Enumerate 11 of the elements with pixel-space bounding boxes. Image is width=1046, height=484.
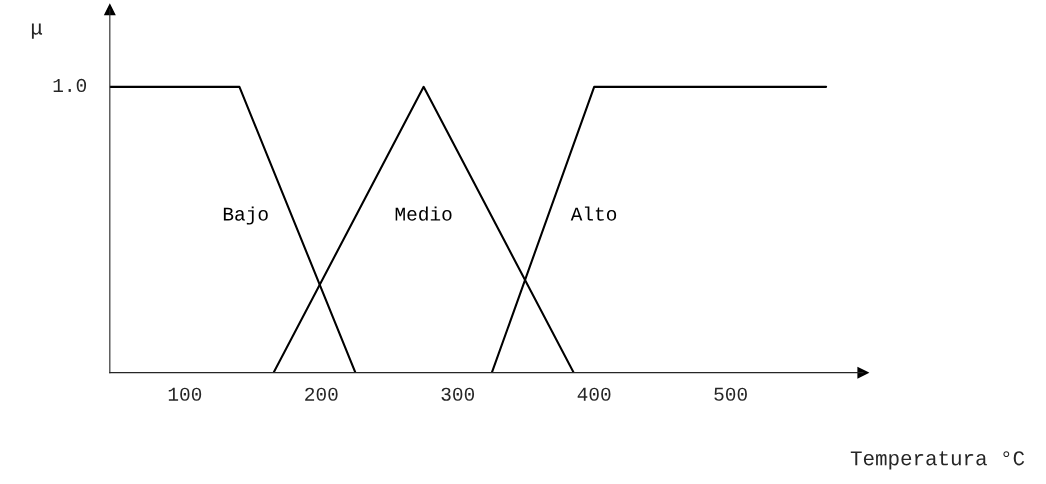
x-tick-label: 300 bbox=[441, 387, 475, 401]
x-tick-label: 200 bbox=[305, 387, 338, 401]
x-tick-label: 500 bbox=[714, 387, 747, 401]
series-label: Bajo bbox=[223, 206, 268, 225]
x-tick-label: 400 bbox=[577, 387, 611, 401]
x-axis-title: Temperatura °C bbox=[850, 451, 1025, 470]
series-label: Alto bbox=[570, 206, 617, 221]
text: 1.0 bbox=[53, 78, 87, 93]
x-tick-label: 100 bbox=[168, 387, 202, 401]
y-axis-title: μ bbox=[31, 23, 43, 39]
series-label: Medio bbox=[395, 206, 452, 221]
